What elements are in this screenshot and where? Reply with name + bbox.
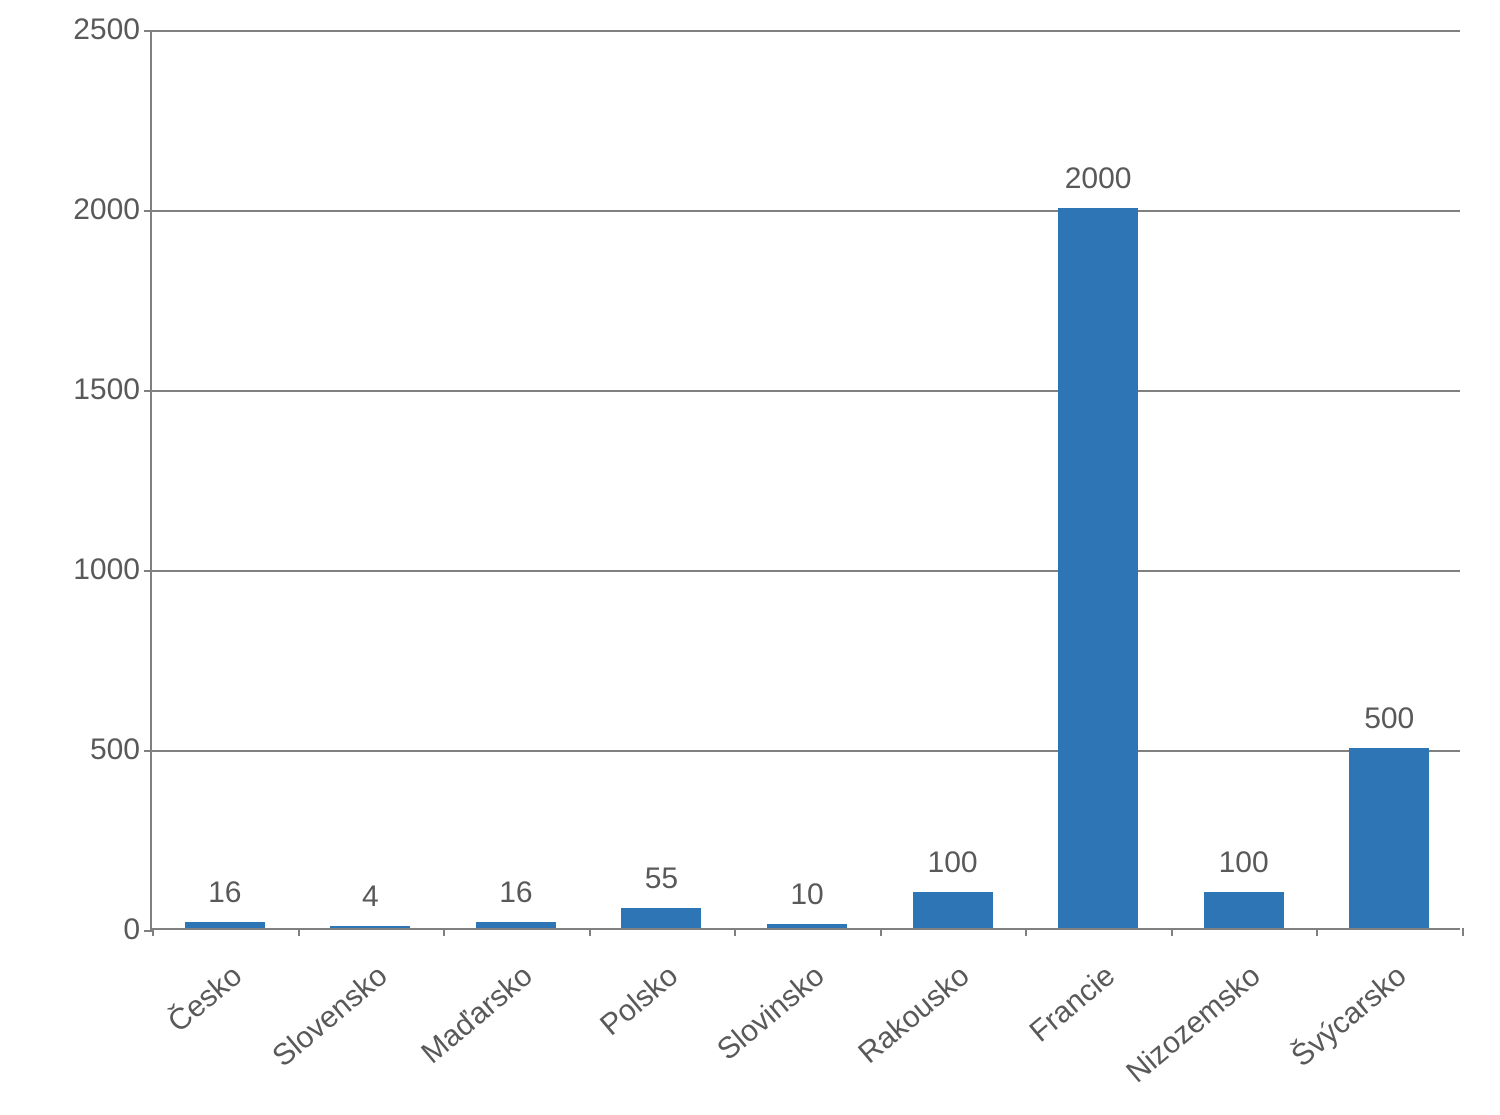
bar-value-label: 16 [208, 876, 241, 910]
x-category-label: Francie [1024, 959, 1122, 1049]
x-tick-mark [734, 928, 736, 936]
y-tick-mark [144, 210, 152, 212]
y-tick-label: 500 [20, 733, 140, 767]
x-tick-mark [1025, 928, 1027, 936]
bar [767, 924, 847, 928]
x-tick-mark [880, 928, 882, 936]
gridline [152, 390, 1460, 392]
plot-area: 16 4 16 55 10 100 2000 100 500 [150, 30, 1460, 930]
y-tick-mark [144, 570, 152, 572]
x-tick-mark [152, 928, 154, 936]
gridline [152, 210, 1460, 212]
bar [185, 922, 265, 928]
x-category-label: Nizozemsko [1121, 959, 1268, 1090]
bar-chart: 16 4 16 55 10 100 2000 100 500 0 500 1000 1500 2000 2… [20, 20, 1480, 1095]
y-tick-mark [144, 930, 152, 932]
x-tick-mark [1462, 928, 1464, 936]
bar [1349, 748, 1429, 928]
x-category-label: Maďarsko [416, 959, 540, 1071]
x-tick-mark [1316, 928, 1318, 936]
y-tick-mark [144, 390, 152, 392]
x-category-label: Polsko [595, 959, 686, 1043]
x-category-label: Švýcarsko [1285, 959, 1413, 1074]
x-category-label: Rakousko [852, 959, 976, 1071]
bar [330, 926, 410, 928]
y-tick-label: 2000 [20, 193, 140, 227]
x-tick-mark [589, 928, 591, 936]
bar-value-label: 2000 [1065, 162, 1132, 196]
bar [1058, 208, 1138, 928]
y-tick-label: 2500 [20, 13, 140, 47]
gridline [152, 570, 1460, 572]
bar-value-label: 10 [790, 878, 823, 912]
y-tick-mark [144, 30, 152, 32]
bar [476, 922, 556, 928]
gridline [152, 750, 1460, 752]
bar-value-label: 100 [928, 846, 978, 880]
x-category-label: Slovensko [266, 959, 394, 1074]
bar [1204, 892, 1284, 928]
x-tick-mark [443, 928, 445, 936]
bar-value-label: 55 [645, 862, 678, 896]
x-category-label: Slovinsko [711, 959, 831, 1068]
y-tick-label: 1000 [20, 553, 140, 587]
x-tick-mark [1171, 928, 1173, 936]
bar [913, 892, 993, 928]
x-tick-mark [298, 928, 300, 936]
bar-value-label: 500 [1364, 702, 1414, 736]
y-tick-label: 0 [20, 913, 140, 947]
y-tick-mark [144, 750, 152, 752]
bar-value-label: 4 [362, 880, 379, 914]
gridline [152, 30, 1460, 32]
x-category-label: Česko [162, 959, 249, 1040]
bar-value-label: 100 [1219, 846, 1269, 880]
y-tick-label: 1500 [20, 373, 140, 407]
bar [621, 908, 701, 928]
bar-value-label: 16 [499, 876, 532, 910]
